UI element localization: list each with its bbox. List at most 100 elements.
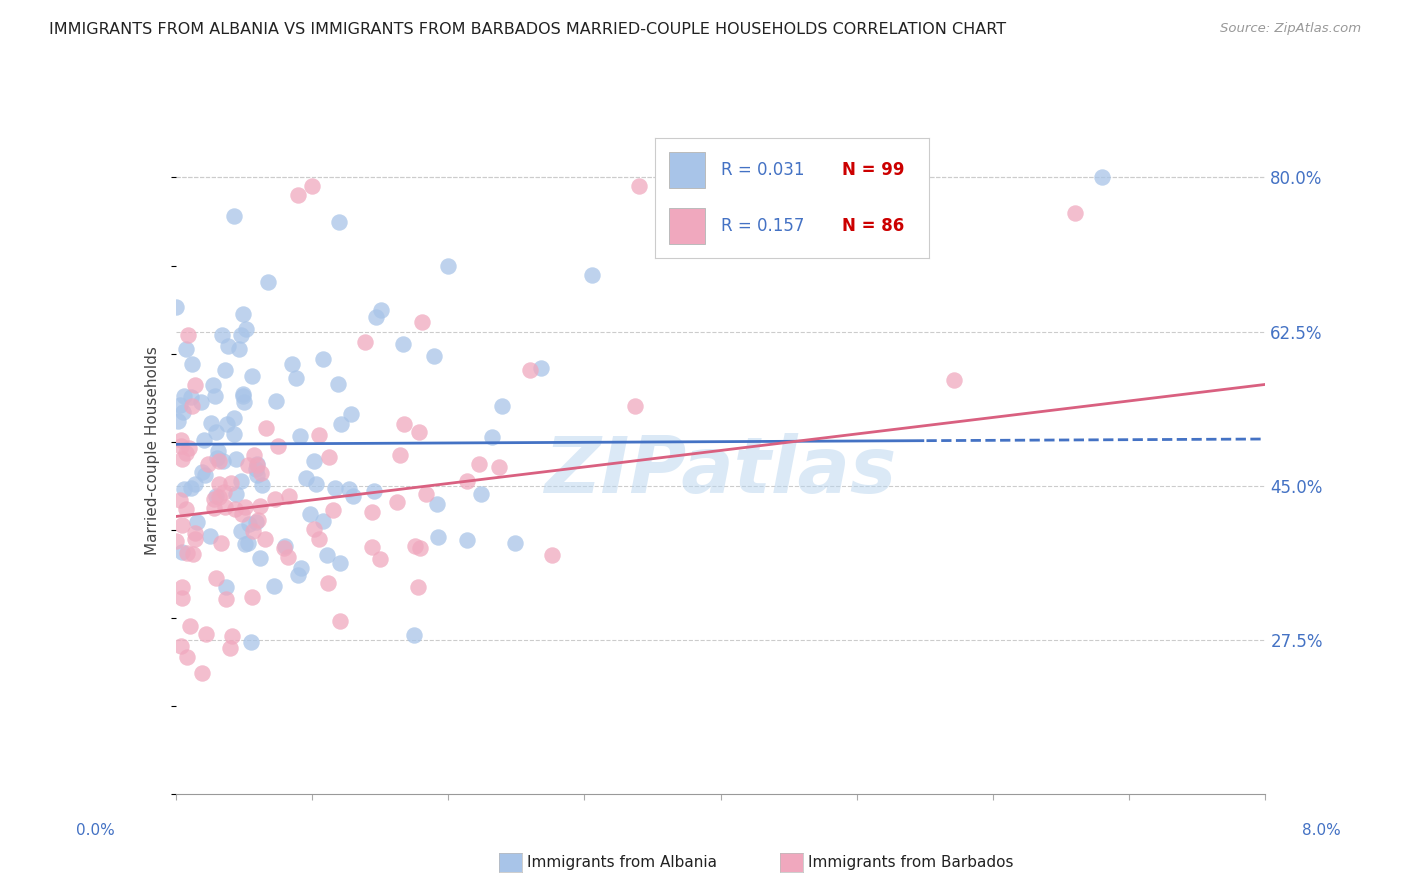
Point [328,377,350,392]
Point [503,535,526,549]
Point [224,427,246,442]
Point [194,467,217,482]
Point [287,568,309,582]
Point [456,533,478,547]
Point [249,499,271,513]
Point [215,592,238,607]
Text: Immigrants from Barbados: Immigrants from Barbados [808,855,1014,870]
Text: 0.0%: 0.0% [76,823,115,838]
Point [264,492,287,507]
Point [176,649,198,664]
Point [170,580,193,594]
Point [627,179,650,194]
Point [172,518,194,533]
Point [165,301,187,315]
Point [353,334,375,349]
Point [242,524,264,538]
Point [318,576,340,591]
Point [481,430,503,444]
Point [195,627,218,641]
Text: ZIPatlas: ZIPatlas [544,433,897,509]
Point [274,540,297,554]
Point [174,445,197,459]
Point [197,457,219,471]
Point [232,307,254,321]
Point [180,481,202,495]
Point [202,491,225,506]
Point [287,188,309,202]
Point [235,322,257,336]
Point [406,580,429,594]
Point [273,541,295,556]
Point [204,389,226,403]
Point [238,536,260,550]
Point [312,351,335,366]
Point [183,547,205,561]
Point [200,416,222,430]
Point [470,486,492,500]
Point [316,548,339,562]
Point [388,448,411,462]
Point [184,377,207,392]
Point [366,310,388,324]
Point [179,619,201,633]
Point [253,532,276,546]
Point [426,497,449,511]
Point [250,466,273,480]
Point [222,410,245,425]
Point [207,443,229,458]
Point [337,483,360,497]
Point [281,357,304,371]
Point [437,259,460,273]
Point [176,502,198,516]
Point [169,492,191,507]
Point [238,517,260,532]
Point [340,407,363,421]
Point [342,489,364,503]
Text: Source: ZipAtlas.com: Source: ZipAtlas.com [1220,22,1361,36]
Point [402,628,425,642]
Point [184,525,207,540]
Point [1091,170,1114,185]
Point [267,439,290,453]
Point [361,505,384,519]
Point [208,476,231,491]
Point [491,399,513,413]
Point [456,475,478,489]
Point [165,534,187,549]
Point [217,339,239,353]
Point [245,458,267,472]
Point [322,503,344,517]
Point [212,453,235,467]
Point [328,214,350,228]
Point [228,343,250,357]
Point [184,532,207,546]
Point [176,342,198,356]
Point [329,417,352,431]
Point [201,377,224,392]
Point [302,453,325,467]
Text: N = 86: N = 86 [842,217,904,235]
Point [219,476,242,491]
Point [169,639,191,653]
Point [308,428,330,442]
Point [301,179,323,194]
Point [184,477,207,491]
Point [172,591,194,606]
Point [329,556,352,570]
Point [214,363,236,377]
Point [208,454,231,468]
Point [312,514,335,528]
Point [392,417,415,431]
Point [231,475,253,489]
Point [488,460,510,475]
Point [186,515,208,529]
Point [229,327,252,342]
Point [193,433,215,447]
Text: 8.0%: 8.0% [1302,823,1341,838]
Point [370,303,392,318]
Point [232,389,254,403]
Point [205,489,228,503]
Point [214,500,236,514]
Point [170,434,193,448]
